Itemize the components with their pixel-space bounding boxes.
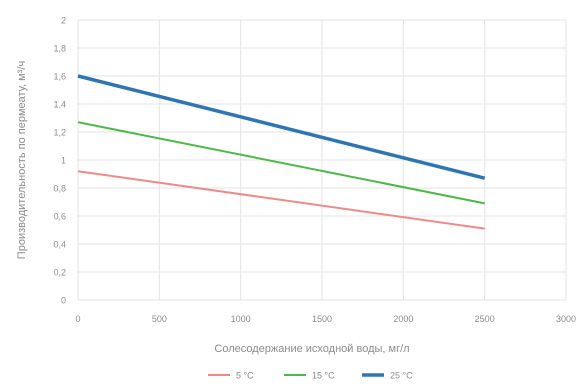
y-tick-label: 2 xyxy=(61,16,66,26)
y-tick-label: 1 xyxy=(61,156,66,166)
y-axis-ticks: 0 0,2 0,4 0,6 0,8 1 1,2 1,4 1,6 1,8 2 xyxy=(53,16,66,306)
legend: 5 °C 15 °C 25 °C xyxy=(208,371,413,381)
gridlines xyxy=(77,19,567,301)
x-tick-label: 1500 xyxy=(312,314,332,324)
series-lines xyxy=(77,74,486,230)
y-tick-label: 1,2 xyxy=(53,128,66,138)
x-tick-label: 0 xyxy=(75,314,80,324)
y-tick-label: 1,8 xyxy=(53,44,66,54)
y-tick-label: 1,4 xyxy=(53,100,66,110)
x-axis-label: Солесодержание исходной воды, мг/л xyxy=(214,343,409,355)
y-tick-label: 0,2 xyxy=(53,268,66,278)
x-tick-label: 2000 xyxy=(393,314,413,324)
x-axis-ticks: 0 500 1000 1500 2000 2500 3000 xyxy=(75,314,576,324)
y-tick-label: 0,8 xyxy=(53,184,66,194)
y-tick-label: 0,6 xyxy=(53,212,66,222)
series-line xyxy=(77,170,485,230)
series-line xyxy=(77,74,486,180)
y-tick-label: 1,6 xyxy=(53,72,66,82)
legend-label: 5 °C xyxy=(236,371,254,381)
x-tick-label: 2500 xyxy=(475,314,495,324)
y-tick-label: 0,4 xyxy=(53,240,66,250)
legend-label: 15 °C xyxy=(312,371,335,381)
x-tick-label: 1000 xyxy=(231,314,251,324)
series-line xyxy=(77,121,485,205)
x-tick-label: 500 xyxy=(152,314,167,324)
x-tick-label: 3000 xyxy=(556,314,576,324)
y-axis-label: Производительность по пермеату, м³/ч xyxy=(16,61,28,259)
legend-label: 25 °C xyxy=(390,371,413,381)
y-tick-label: 0 xyxy=(61,296,66,306)
